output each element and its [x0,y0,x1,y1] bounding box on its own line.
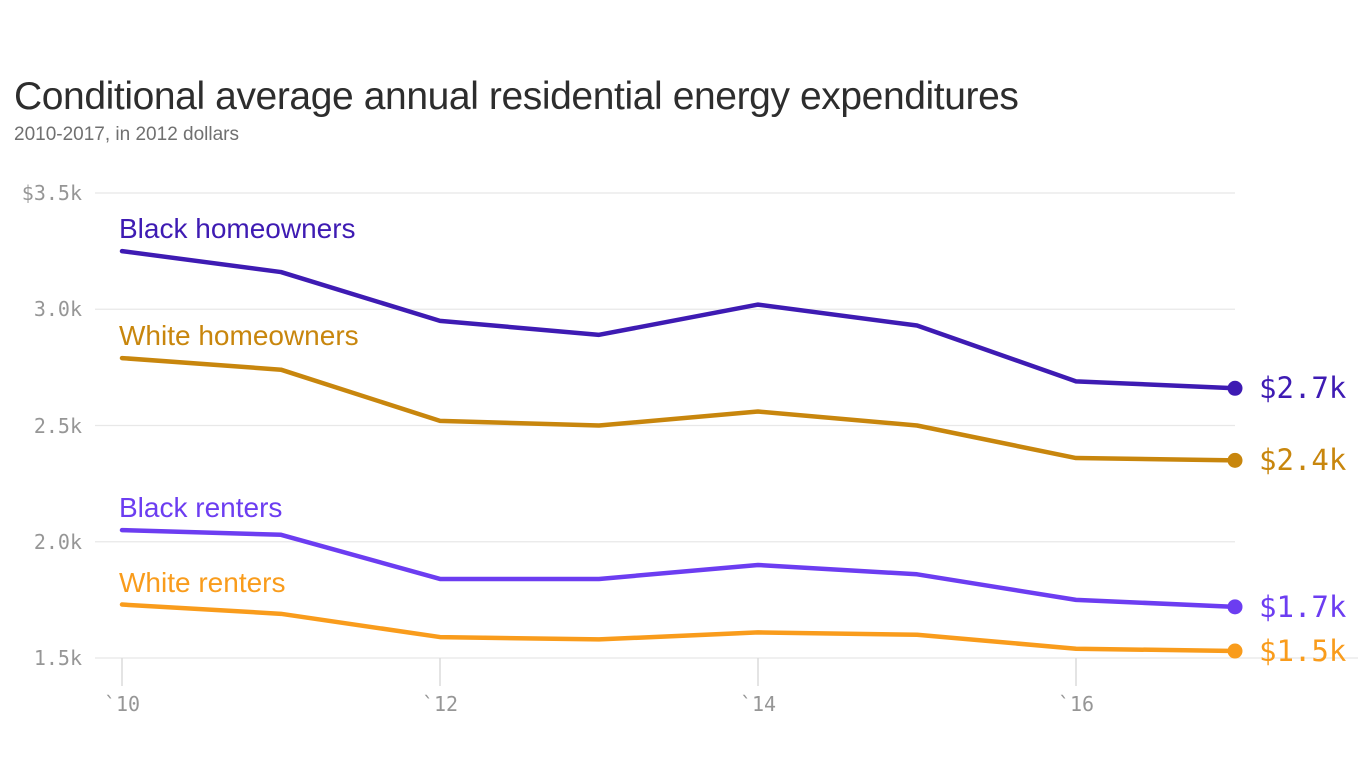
series-label: White renters [119,566,286,598]
x-tick-label: `14 [739,692,777,716]
end-dot [1227,380,1243,396]
series-line [119,527,1238,610]
end-value-label: $2.4k [1259,443,1347,478]
x-tick-label: `10 [103,692,141,716]
series-label: White homeowners [119,320,359,352]
end-dot [1227,599,1243,615]
y-tick-label: $3.5k [21,181,82,205]
y-tick-label: 2.5k [33,413,82,438]
end-dot [1227,643,1243,659]
series-label: Black homeowners [119,213,356,245]
series-line [119,248,1238,391]
end-value-label: $1.7k [1259,589,1347,624]
chart-subtitle: 2010-2017, in 2012 dollars [14,124,240,145]
x-tick-label: `12 [421,692,459,716]
y-tick-label: 2.0k [33,529,82,554]
y-tick-label: 1.5k [33,646,82,670]
chart-title: Conditional average annual residential e… [14,75,1019,119]
series-line [119,355,1238,463]
x-tick-label: `16 [1057,692,1095,716]
end-dot [1227,452,1243,468]
series-line [119,602,1238,654]
series-label: Black renters [119,492,283,524]
y-tick-label: 3.0k [33,297,82,322]
end-value-label: $1.5k [1259,634,1347,669]
end-value-label: $2.7k [1259,371,1347,406]
